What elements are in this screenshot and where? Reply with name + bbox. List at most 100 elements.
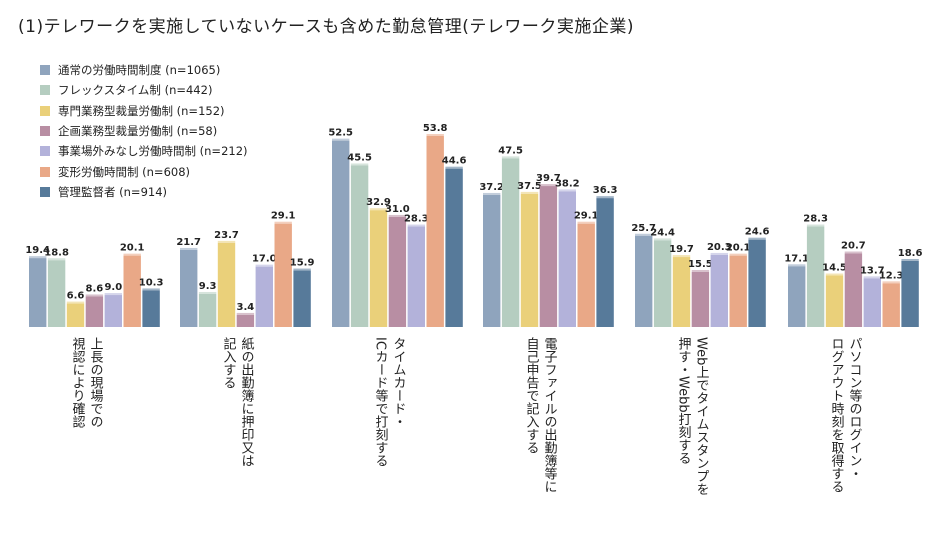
bar [142, 290, 160, 327]
bar-cap [901, 258, 919, 261]
bar-cap [198, 291, 217, 294]
bar [180, 249, 198, 327]
bar-cap [29, 256, 47, 259]
bar [426, 136, 444, 327]
bar-cap [293, 268, 311, 271]
bar [558, 191, 576, 327]
category-label: パソコン等のログイン・ [847, 337, 863, 480]
bar-cap [539, 184, 558, 187]
bar [844, 253, 863, 327]
bar [672, 257, 691, 327]
bar-cap [863, 276, 881, 279]
legend-item: 通常の労働時間制度 (n=1065) [40, 60, 248, 80]
data-label: 13.7 [860, 265, 885, 276]
bar-cap [672, 255, 691, 258]
data-label: 53.8 [423, 123, 448, 134]
legend-label: 事業場外みなし労働時間制 (n=212) [58, 144, 248, 159]
data-label: 12.3 [879, 270, 904, 281]
bar-cap [653, 238, 672, 241]
bar-cap [806, 224, 825, 227]
category-label: 電子ファイルの出勤簿等に [542, 337, 558, 493]
bar-cap [123, 253, 141, 256]
legend: 通常の労働時間制度 (n=1065) フレックスタイム制 (n=442) 専門業務型… [40, 60, 248, 202]
legend-swatch [40, 85, 50, 96]
legend-label: 通常の労働時間制度 (n=1065) [58, 63, 221, 78]
bar [407, 226, 425, 327]
bar [596, 198, 614, 327]
legend-item: 事業場外みなし労働時間制 (n=212) [40, 141, 248, 161]
legend-label: フレックスタイム制 (n=442) [58, 83, 213, 98]
data-label: 24.4 [650, 227, 675, 238]
bar-cap [501, 156, 520, 159]
legend-item: 専門業務型裁量労働制 (n=152) [40, 101, 248, 121]
category-label: タイムカード・ [391, 337, 406, 428]
bar [901, 260, 919, 327]
legend-item: フレックスタイム制 (n=442) [40, 80, 248, 100]
data-label: 17.0 [252, 254, 277, 265]
bar-cap [104, 293, 122, 296]
data-label: 23.7 [214, 230, 239, 241]
legend-item: 変形労働時間制 (n=608) [40, 161, 248, 181]
bar-cap [47, 258, 66, 261]
bar [47, 260, 66, 327]
category-label: 自己申告で記入する [524, 337, 540, 454]
bar-cap [710, 252, 728, 255]
data-label: 52.5 [328, 128, 353, 139]
data-label: 37.5 [517, 181, 542, 192]
bar [882, 283, 900, 327]
bar-cap [407, 224, 425, 227]
bar [520, 193, 539, 327]
data-label: 47.5 [498, 145, 523, 156]
bar-cap [558, 189, 576, 192]
bar [217, 242, 236, 327]
bar-cap [520, 191, 539, 194]
data-label: 45.5 [347, 152, 372, 163]
bar [445, 168, 463, 327]
bar [483, 194, 501, 327]
bar [577, 223, 595, 327]
category-label: 視認により確認 [70, 337, 86, 428]
bar-cap [635, 233, 653, 236]
bar-cap [748, 237, 766, 240]
data-label: 28.3 [803, 214, 828, 225]
legend-item: 管理監督者 (n=914) [40, 182, 248, 202]
bar-cap [825, 273, 844, 276]
bar-cap [388, 214, 407, 217]
legend-swatch [40, 186, 50, 197]
data-label: 37.2 [479, 182, 504, 193]
bar [332, 140, 350, 327]
bar-cap [882, 281, 900, 284]
bar [66, 303, 85, 327]
bar [274, 223, 292, 327]
bar [710, 254, 728, 327]
data-label: 36.3 [593, 185, 618, 196]
data-label: 6.6 [67, 291, 85, 302]
data-label: 10.3 [139, 277, 164, 288]
legend-swatch [40, 146, 50, 157]
data-label: 20.3 [707, 242, 732, 253]
data-label: 29.1 [271, 211, 296, 222]
bar-cap [85, 294, 104, 297]
bar-cap [236, 312, 255, 315]
bar [825, 275, 844, 327]
bar-cap [445, 166, 463, 169]
bar [236, 314, 255, 327]
data-label: 15.5 [688, 259, 713, 270]
data-label: 29.1 [574, 211, 599, 222]
legend-label: 管理監督者 (n=914) [58, 184, 168, 199]
legend-swatch [40, 166, 50, 177]
category-label: 上長の現場での [88, 337, 104, 428]
bar [388, 216, 407, 327]
data-label: 9.0 [104, 282, 122, 293]
legend-swatch [40, 126, 50, 137]
bar [539, 186, 558, 327]
data-label: 44.6 [442, 156, 467, 167]
data-label: 39.7 [536, 173, 561, 184]
bar [123, 255, 141, 327]
category-label: ログアウト時刻を取得する [829, 337, 845, 493]
bar-cap [729, 253, 747, 256]
data-label: 3.4 [237, 302, 255, 313]
bar [729, 255, 747, 327]
bar [29, 258, 47, 327]
data-label: 19.7 [669, 244, 694, 255]
